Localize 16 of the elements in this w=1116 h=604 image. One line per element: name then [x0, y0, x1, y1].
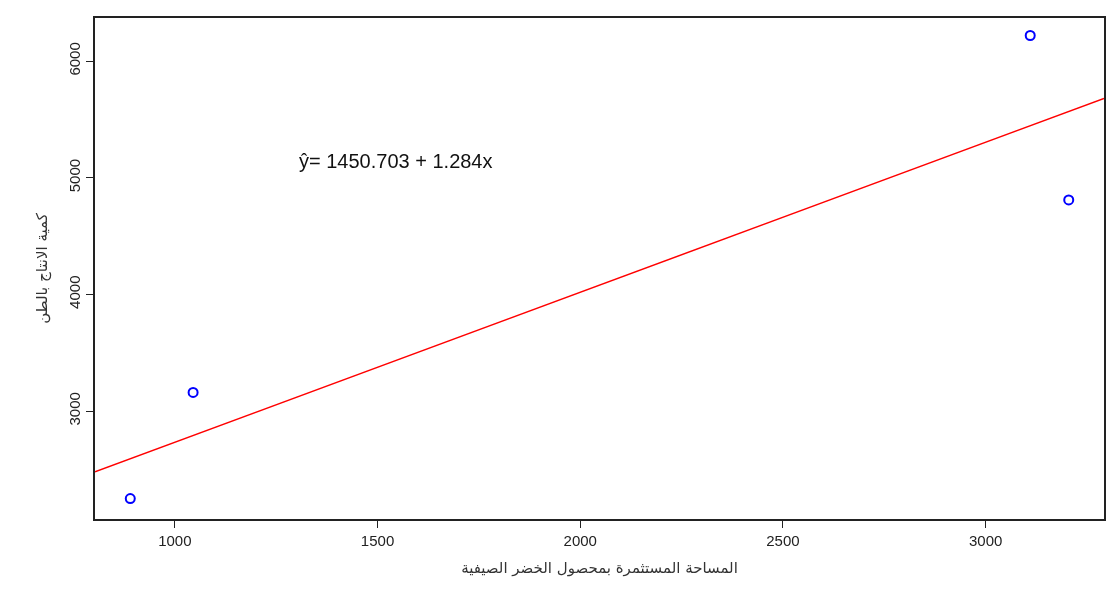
- y-tick-label: 3000: [66, 392, 84, 426]
- x-axis-title: المساحة المستثمرة بمحصول الخضر الصيفية: [461, 559, 738, 578]
- point: [124, 493, 136, 505]
- x-tick-label: 3000: [968, 531, 1003, 549]
- point: [1024, 30, 1036, 41]
- point: [187, 386, 199, 398]
- point: [1063, 194, 1075, 206]
- y-tick-label: 6000: [66, 42, 84, 76]
- x-tick-label: 1500: [360, 531, 395, 549]
- x-tick-label: 2000: [563, 531, 597, 549]
- y-tick-label: 4000: [66, 275, 84, 309]
- x-tick-label: 1000: [158, 531, 192, 549]
- x-tick-label: 2500: [766, 531, 800, 549]
- y-tick-label: 5000: [66, 158, 84, 193]
- y-axis-title: كمية الانتاج بالطن: [33, 212, 52, 324]
- annotation: ŷ= 1450.703 + 1.284x: [299, 150, 493, 172]
